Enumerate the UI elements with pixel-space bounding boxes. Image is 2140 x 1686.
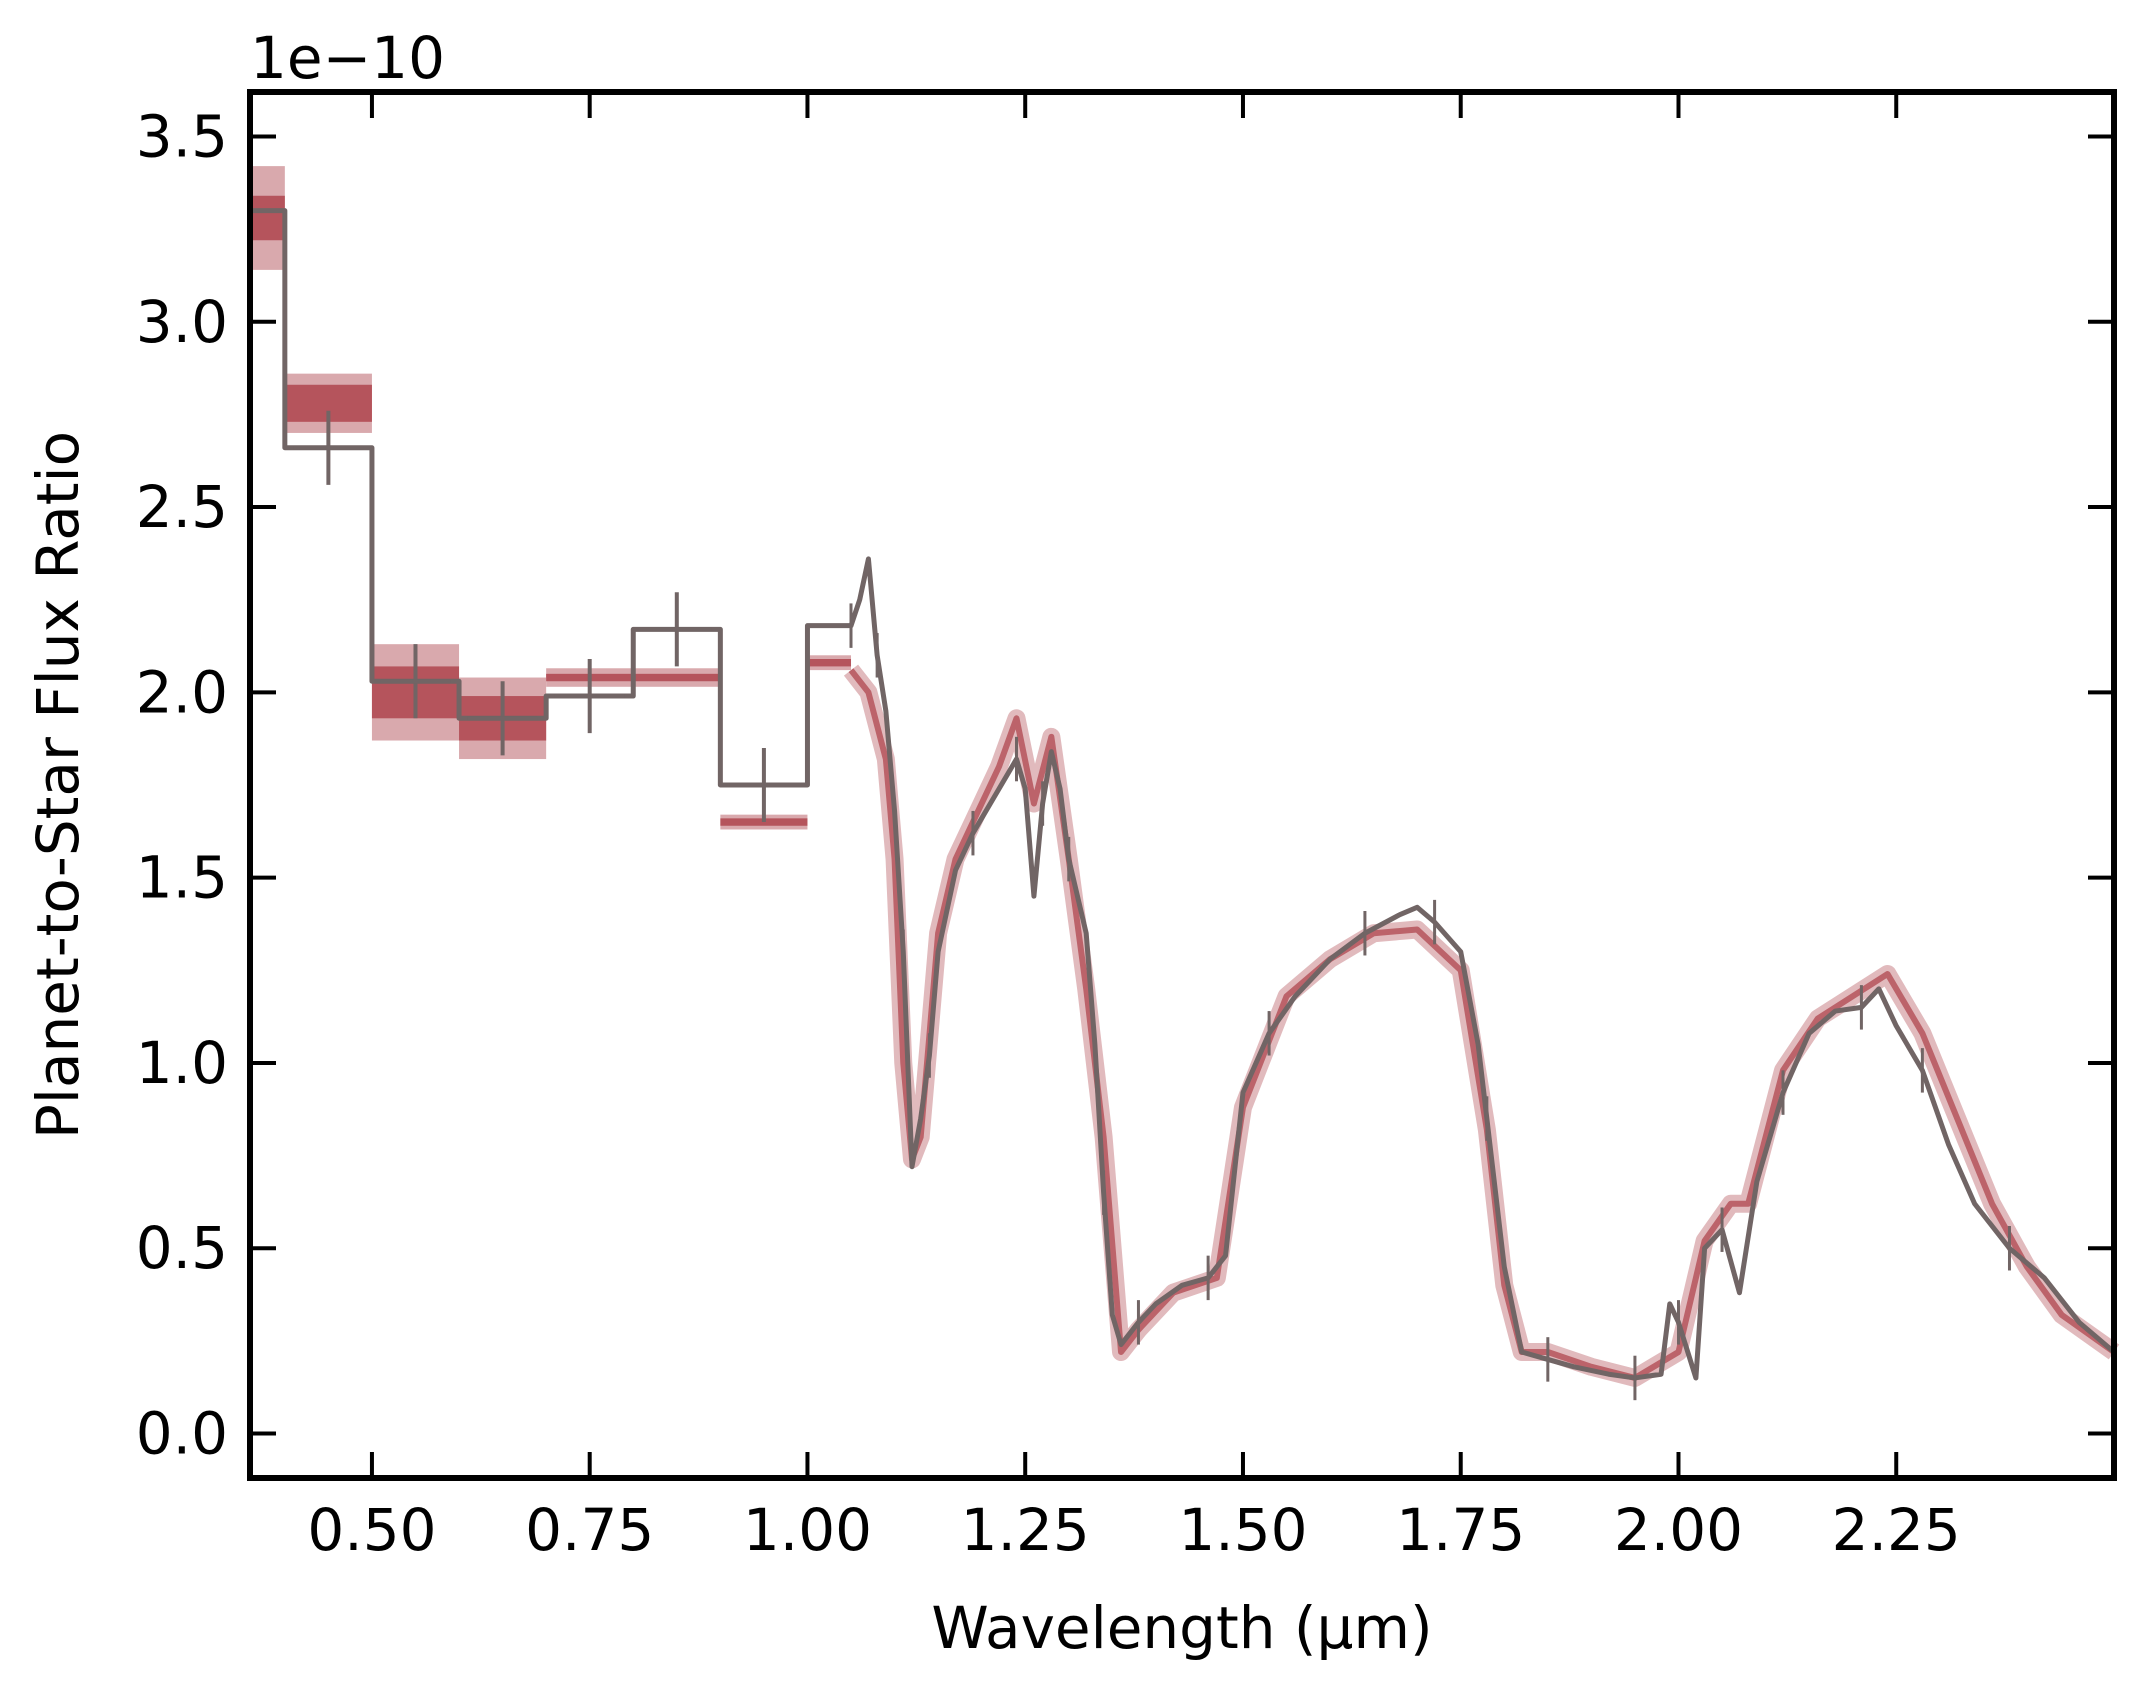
data-spectrum-line — [250, 208, 2116, 1381]
model-layer — [250, 166, 2120, 1387]
ticks-layer — [250, 92, 2114, 1478]
model-bin-inner-0 — [250, 195, 285, 241]
x-tick-label-7: 2.25 — [1832, 1496, 1961, 1564]
x-tick-label-4: 1.50 — [1178, 1496, 1307, 1564]
y-tick-label-7: 3.5 — [136, 102, 228, 170]
plot-frame — [247, 89, 2117, 1481]
y-tick-label-4: 2.0 — [136, 658, 228, 726]
x-tick-label-3: 1.25 — [961, 1496, 1090, 1564]
y-scale-label: 1e−10 — [250, 24, 445, 92]
y-tick-label-0: 0.0 — [136, 1400, 228, 1468]
model-bin-inner-7 — [807, 659, 852, 667]
x-tick-label-5: 1.75 — [1396, 1496, 1525, 1564]
x-axis-label: Wavelength (μm) — [931, 1594, 1432, 1662]
x-tick-label-0: 0.50 — [307, 1496, 436, 1564]
labels-layer: 0.50 0.75 1.00 1.25 1.50 1.75 2.00 2.25 0.0 0.5 1.… — [136, 102, 1961, 1564]
y-tick-label-5: 2.5 — [136, 473, 228, 541]
x-tick-label-6: 2.00 — [1614, 1496, 1743, 1564]
x-tick-label-1: 0.75 — [525, 1496, 654, 1564]
y-axis-label: Planet-to-Star Flux Ratio — [24, 431, 92, 1139]
data-layer — [250, 208, 2116, 1401]
y-tick-label-2: 1.0 — [136, 1029, 228, 1097]
y-tick-label-6: 3.0 — [136, 288, 228, 356]
model-bin-inner-5 — [633, 673, 721, 682]
y-tick-label-3: 1.5 — [136, 844, 228, 912]
x-tick-label-2: 1.00 — [743, 1496, 872, 1564]
y-tick-label-1: 0.5 — [136, 1214, 228, 1282]
